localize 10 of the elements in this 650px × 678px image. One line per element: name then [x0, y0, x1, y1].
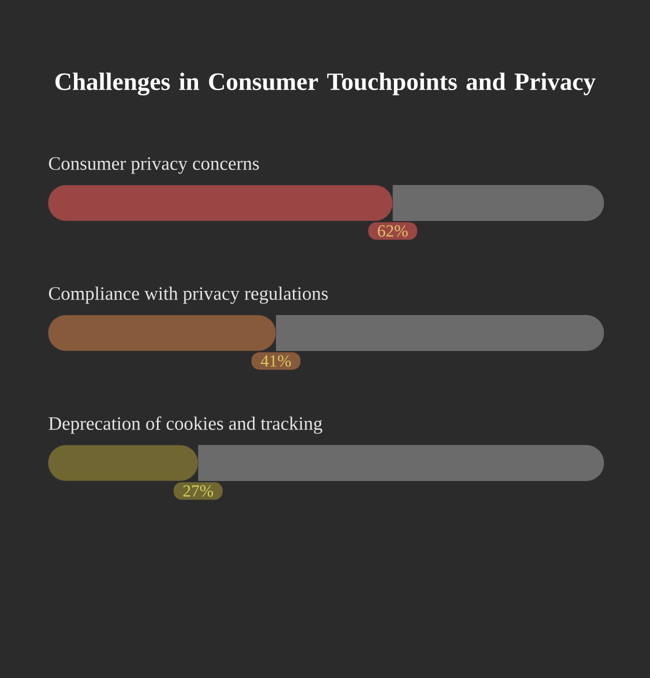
data-label: 41% — [260, 355, 291, 367]
bar — [276, 315, 604, 352]
y-tick-label: Consumer privacy concerns — [48, 157, 259, 174]
data-label: 62% — [378, 225, 408, 237]
bar — [392, 185, 604, 222]
chart-title: Challenges in Consumer Touchpoints and Privacy — [55, 72, 596, 96]
y-tick-label: Deprecation of cookies and tracking — [48, 416, 322, 434]
bar — [198, 445, 604, 482]
y-tick-label: Compliance with privacy regulations — [48, 286, 328, 304]
data-label: 27% — [183, 485, 214, 497]
